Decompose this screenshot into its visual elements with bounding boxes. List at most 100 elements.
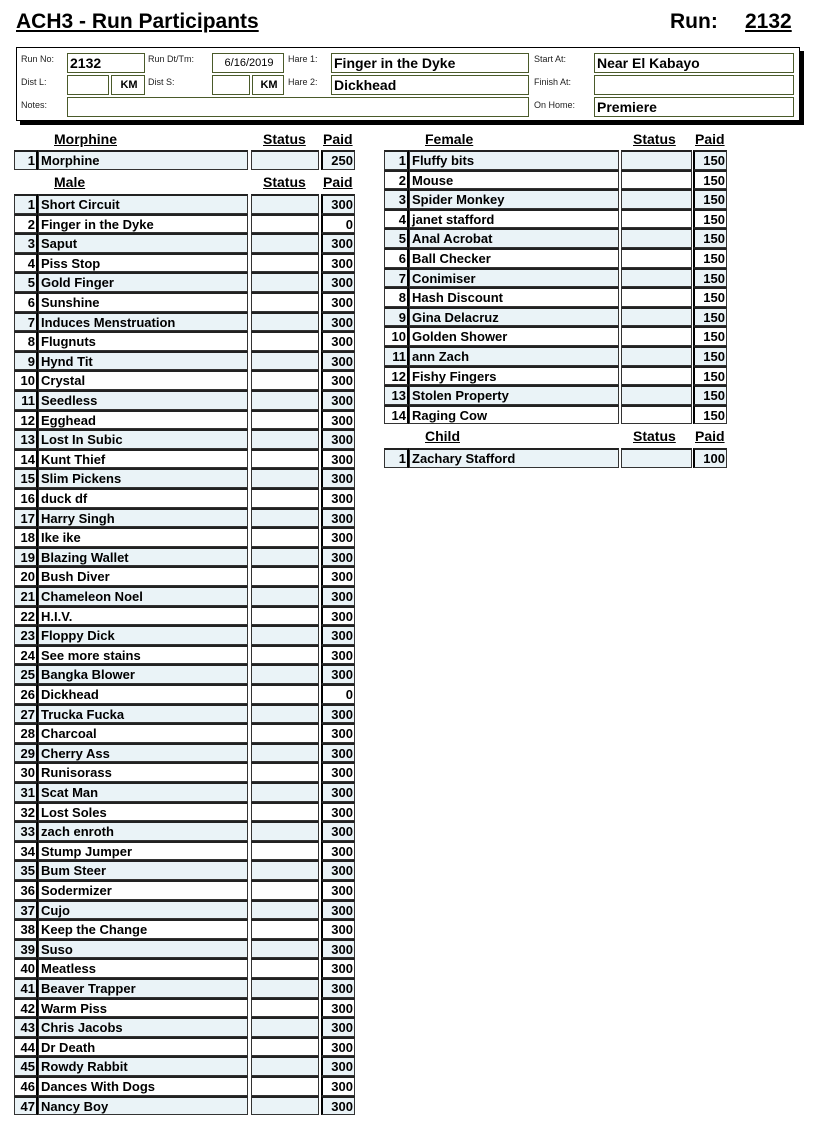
paid-amount: 300 <box>321 527 355 547</box>
status-cell[interactable] <box>251 1056 319 1076</box>
status-cell[interactable] <box>251 664 319 684</box>
status-cell[interactable] <box>251 742 319 763</box>
notes-field[interactable] <box>67 97 529 117</box>
status-cell[interactable] <box>251 150 319 170</box>
participant-name: Kunt Thief <box>38 448 248 469</box>
paid-amount: 300 <box>321 331 355 351</box>
status-cell[interactable] <box>251 252 319 273</box>
status-cell[interactable] <box>251 272 319 292</box>
status-cell[interactable] <box>621 404 692 425</box>
status-cell[interactable] <box>251 762 319 782</box>
status-cell[interactable] <box>251 370 319 390</box>
paid-amount: 150 <box>693 208 727 229</box>
status-cell[interactable] <box>251 1095 319 1116</box>
status-cell[interactable] <box>251 840 319 861</box>
paid-amount: 300 <box>321 860 355 880</box>
status-cell[interactable] <box>251 1036 319 1057</box>
status-cell[interactable] <box>621 346 692 366</box>
hare1-field[interactable]: Finger in the Dyke <box>331 53 529 73</box>
participant-name: Short Circuit <box>38 194 248 214</box>
status-cell[interactable] <box>621 365 692 386</box>
participant-name: Chameleon Noel <box>38 586 248 606</box>
status-cell[interactable] <box>251 684 319 704</box>
participant-name: Suso <box>38 938 248 959</box>
status-cell[interactable] <box>251 527 319 547</box>
run-dt-field[interactable]: 6/16/2019 <box>212 53 284 73</box>
status-cell[interactable] <box>251 546 319 567</box>
status-cell[interactable] <box>621 228 692 248</box>
status-cell[interactable] <box>251 625 319 645</box>
status-cell[interactable] <box>621 267 692 288</box>
paid-amount: 300 <box>321 370 355 390</box>
status-cell[interactable] <box>251 488 319 508</box>
status-cell[interactable] <box>621 448 692 468</box>
status-cell[interactable] <box>621 326 692 346</box>
start-field[interactable]: Near El Kabayo <box>594 53 794 73</box>
status-cell[interactable] <box>251 997 319 1018</box>
paid-amount: 300 <box>321 468 355 488</box>
on-home-field[interactable]: Premiere <box>594 97 794 117</box>
participant-name: Nancy Boy <box>38 1095 248 1116</box>
status-cell[interactable] <box>251 1076 319 1096</box>
paid-amount: 300 <box>321 978 355 998</box>
status-cell[interactable] <box>251 194 319 214</box>
status-cell[interactable] <box>251 723 319 743</box>
paid-amount: 150 <box>693 404 727 425</box>
status-cell[interactable] <box>621 150 692 170</box>
paid-amount: 100 <box>693 448 727 468</box>
paid-amount: 300 <box>321 762 355 782</box>
finish-field[interactable] <box>594 75 794 95</box>
status-cell[interactable] <box>251 331 319 351</box>
status-cell[interactable] <box>621 189 692 209</box>
status-cell[interactable] <box>621 208 692 229</box>
participant-name: Flugnuts <box>38 331 248 351</box>
status-cell[interactable] <box>251 566 319 586</box>
paid-amount: 300 <box>321 821 355 841</box>
status-cell[interactable] <box>251 292 319 312</box>
status-cell[interactable] <box>251 801 319 822</box>
status-cell[interactable] <box>251 703 319 724</box>
status-cell[interactable] <box>251 605 319 626</box>
status-cell[interactable] <box>251 938 319 959</box>
status-cell[interactable] <box>251 1017 319 1037</box>
hare2-field[interactable]: Dickhead <box>331 75 529 95</box>
status-cell[interactable] <box>621 248 692 268</box>
paid-amount: 150 <box>693 306 727 327</box>
participant-name: Hash Discount <box>409 287 619 307</box>
status-cell[interactable] <box>251 311 319 332</box>
status-cell[interactable] <box>251 821 319 841</box>
status-cell[interactable] <box>621 385 692 405</box>
status-cell[interactable] <box>251 919 319 939</box>
participant-name: Raging Cow <box>409 404 619 425</box>
status-cell[interactable] <box>251 213 319 234</box>
status-cell[interactable] <box>621 306 692 327</box>
status-cell[interactable] <box>251 880 319 900</box>
status-cell[interactable] <box>251 958 319 978</box>
status-cell[interactable] <box>251 409 319 430</box>
row-number: 16 <box>14 488 38 508</box>
paid-amount: 300 <box>321 919 355 939</box>
status-cell[interactable] <box>251 350 319 371</box>
dist-s-label: Dist S: <box>148 77 175 87</box>
status-cell[interactable] <box>251 978 319 998</box>
status-cell[interactable] <box>251 586 319 606</box>
status-cell[interactable] <box>251 390 319 410</box>
participant-name: Runisorass <box>38 762 248 782</box>
status-cell[interactable] <box>621 169 692 190</box>
status-cell[interactable] <box>251 507 319 528</box>
row-number: 40 <box>14 958 38 978</box>
status-cell[interactable] <box>251 899 319 920</box>
status-cell[interactable] <box>251 644 319 665</box>
status-cell[interactable] <box>251 429 319 449</box>
status-cell[interactable] <box>251 233 319 253</box>
row-number: 47 <box>14 1095 38 1116</box>
status-cell[interactable] <box>251 468 319 488</box>
row-number: 19 <box>14 546 38 567</box>
status-cell[interactable] <box>621 287 692 307</box>
status-cell[interactable] <box>251 860 319 880</box>
status-cell[interactable] <box>251 782 319 802</box>
dist-l-field[interactable] <box>67 75 109 95</box>
run-no-field[interactable]: 2132 <box>67 53 145 73</box>
status-cell[interactable] <box>251 448 319 469</box>
dist-s-field[interactable] <box>212 75 250 95</box>
